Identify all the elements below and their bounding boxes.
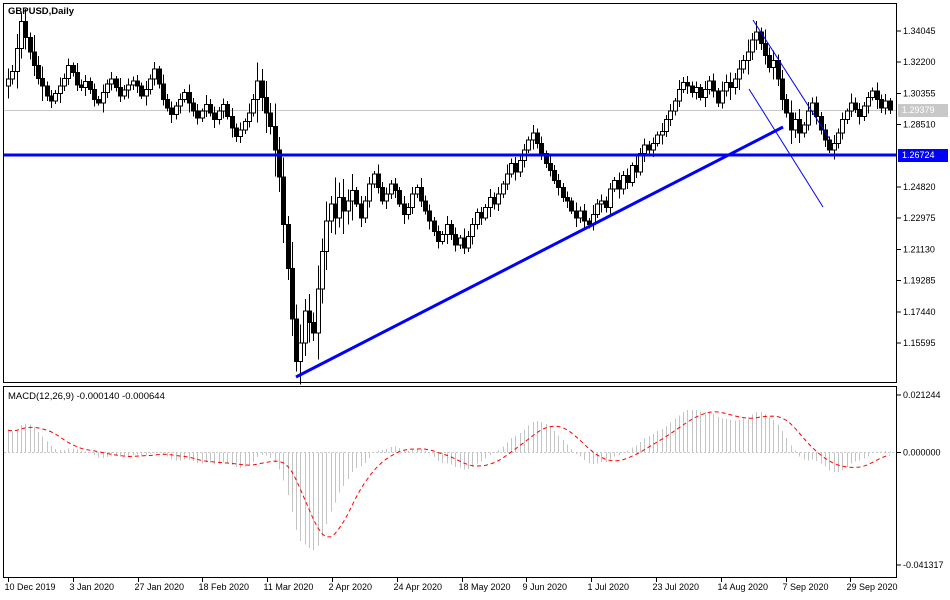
support-price-badge: 1.26724	[898, 149, 948, 162]
svg-text:1.19285: 1.19285	[903, 276, 936, 286]
symbol-period-label: GBPUSD,Daily	[8, 6, 74, 17]
svg-text:1.21130: 1.21130	[903, 244, 935, 254]
svg-text:1.15595: 1.15595	[903, 338, 936, 348]
current-price-badge: 1.29379	[898, 104, 948, 117]
svg-text:1.22975: 1.22975	[903, 213, 936, 223]
svg-text:0.021244: 0.021244	[903, 390, 941, 400]
svg-text:1.30355: 1.30355	[903, 88, 936, 98]
svg-text:1.34045: 1.34045	[903, 26, 936, 36]
macd-indicator-label: MACD(12,26,9) -0.000140 -0.000644	[8, 391, 165, 402]
svg-text:1.28510: 1.28510	[903, 120, 936, 130]
svg-text:0.000000: 0.000000	[903, 448, 941, 458]
svg-text:-0.041317: -0.041317	[903, 560, 944, 570]
svg-text:1.32200: 1.32200	[903, 57, 936, 67]
svg-text:1.24820: 1.24820	[903, 182, 936, 192]
svg-text:1.17440: 1.17440	[903, 307, 936, 317]
